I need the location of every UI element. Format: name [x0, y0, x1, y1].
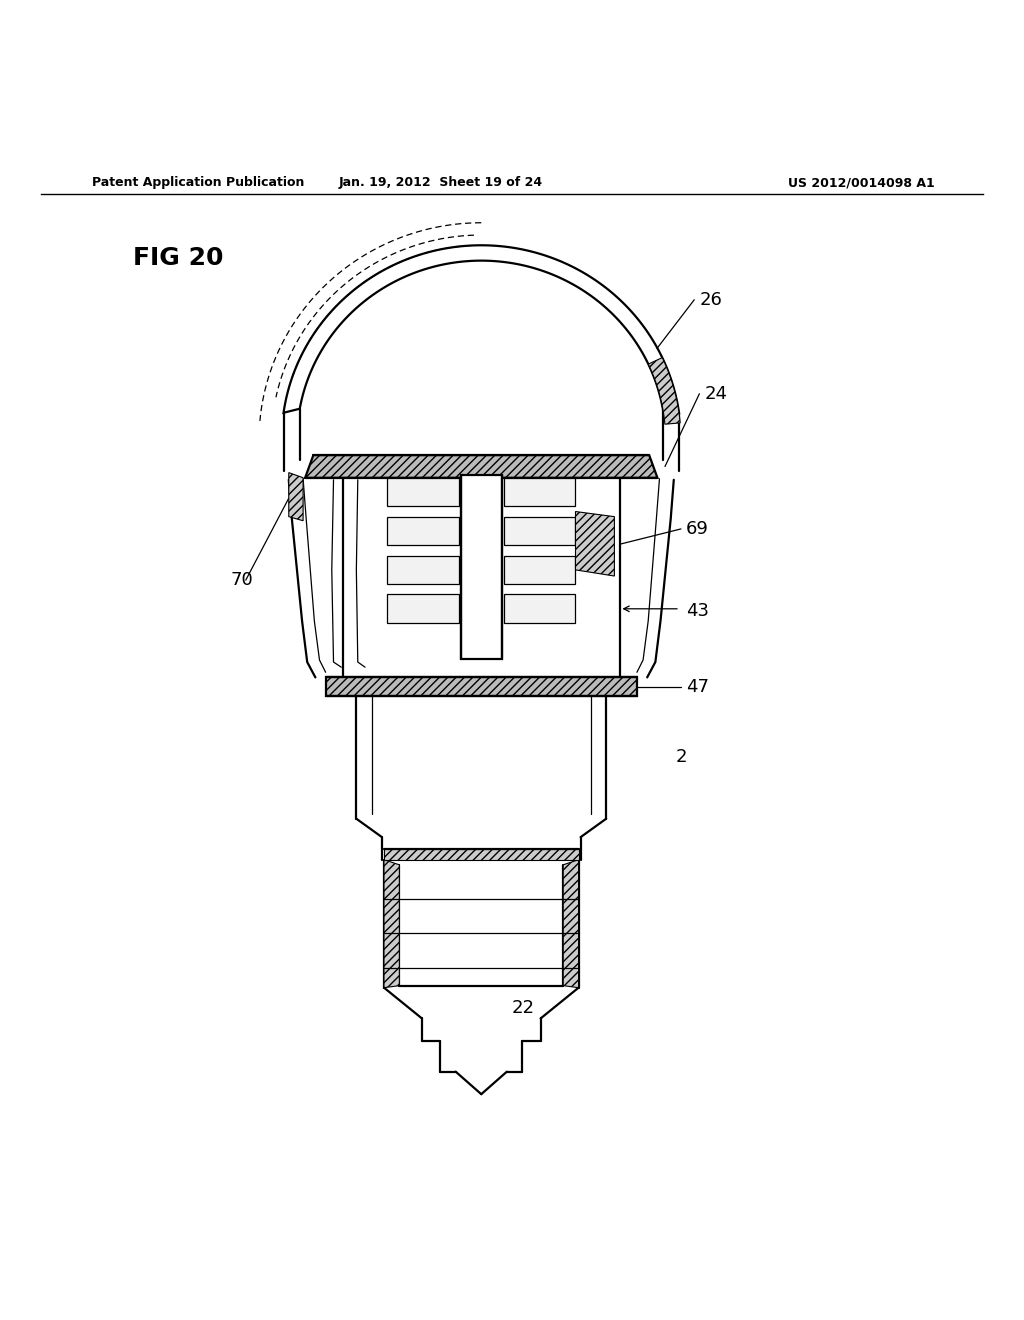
Polygon shape [504, 594, 575, 623]
Text: Jan. 19, 2012  Sheet 19 of 24: Jan. 19, 2012 Sheet 19 of 24 [338, 177, 543, 189]
Text: 26: 26 [699, 290, 722, 309]
Polygon shape [289, 473, 303, 520]
Text: Patent Application Publication: Patent Application Publication [92, 177, 304, 189]
Polygon shape [384, 850, 579, 859]
Polygon shape [563, 859, 579, 987]
Text: 22: 22 [512, 999, 535, 1018]
Text: 69: 69 [686, 520, 709, 539]
Text: US 2012/0014098 A1: US 2012/0014098 A1 [788, 177, 935, 189]
Polygon shape [387, 516, 459, 545]
Polygon shape [504, 516, 575, 545]
Polygon shape [387, 594, 459, 623]
Polygon shape [648, 358, 680, 424]
Polygon shape [326, 677, 637, 696]
Polygon shape [284, 246, 679, 413]
Polygon shape [387, 556, 459, 585]
Polygon shape [387, 478, 459, 507]
Text: 70: 70 [230, 572, 253, 589]
Text: 24: 24 [705, 384, 727, 403]
Polygon shape [305, 455, 657, 478]
Polygon shape [575, 512, 614, 576]
Polygon shape [504, 556, 575, 585]
Text: FIG 20: FIG 20 [133, 246, 223, 269]
Text: 43: 43 [686, 602, 709, 620]
Polygon shape [384, 859, 399, 987]
Polygon shape [504, 478, 575, 507]
Text: 3: 3 [520, 480, 531, 498]
Polygon shape [461, 475, 502, 659]
Text: 2: 2 [676, 748, 687, 767]
Text: 47: 47 [686, 677, 709, 696]
